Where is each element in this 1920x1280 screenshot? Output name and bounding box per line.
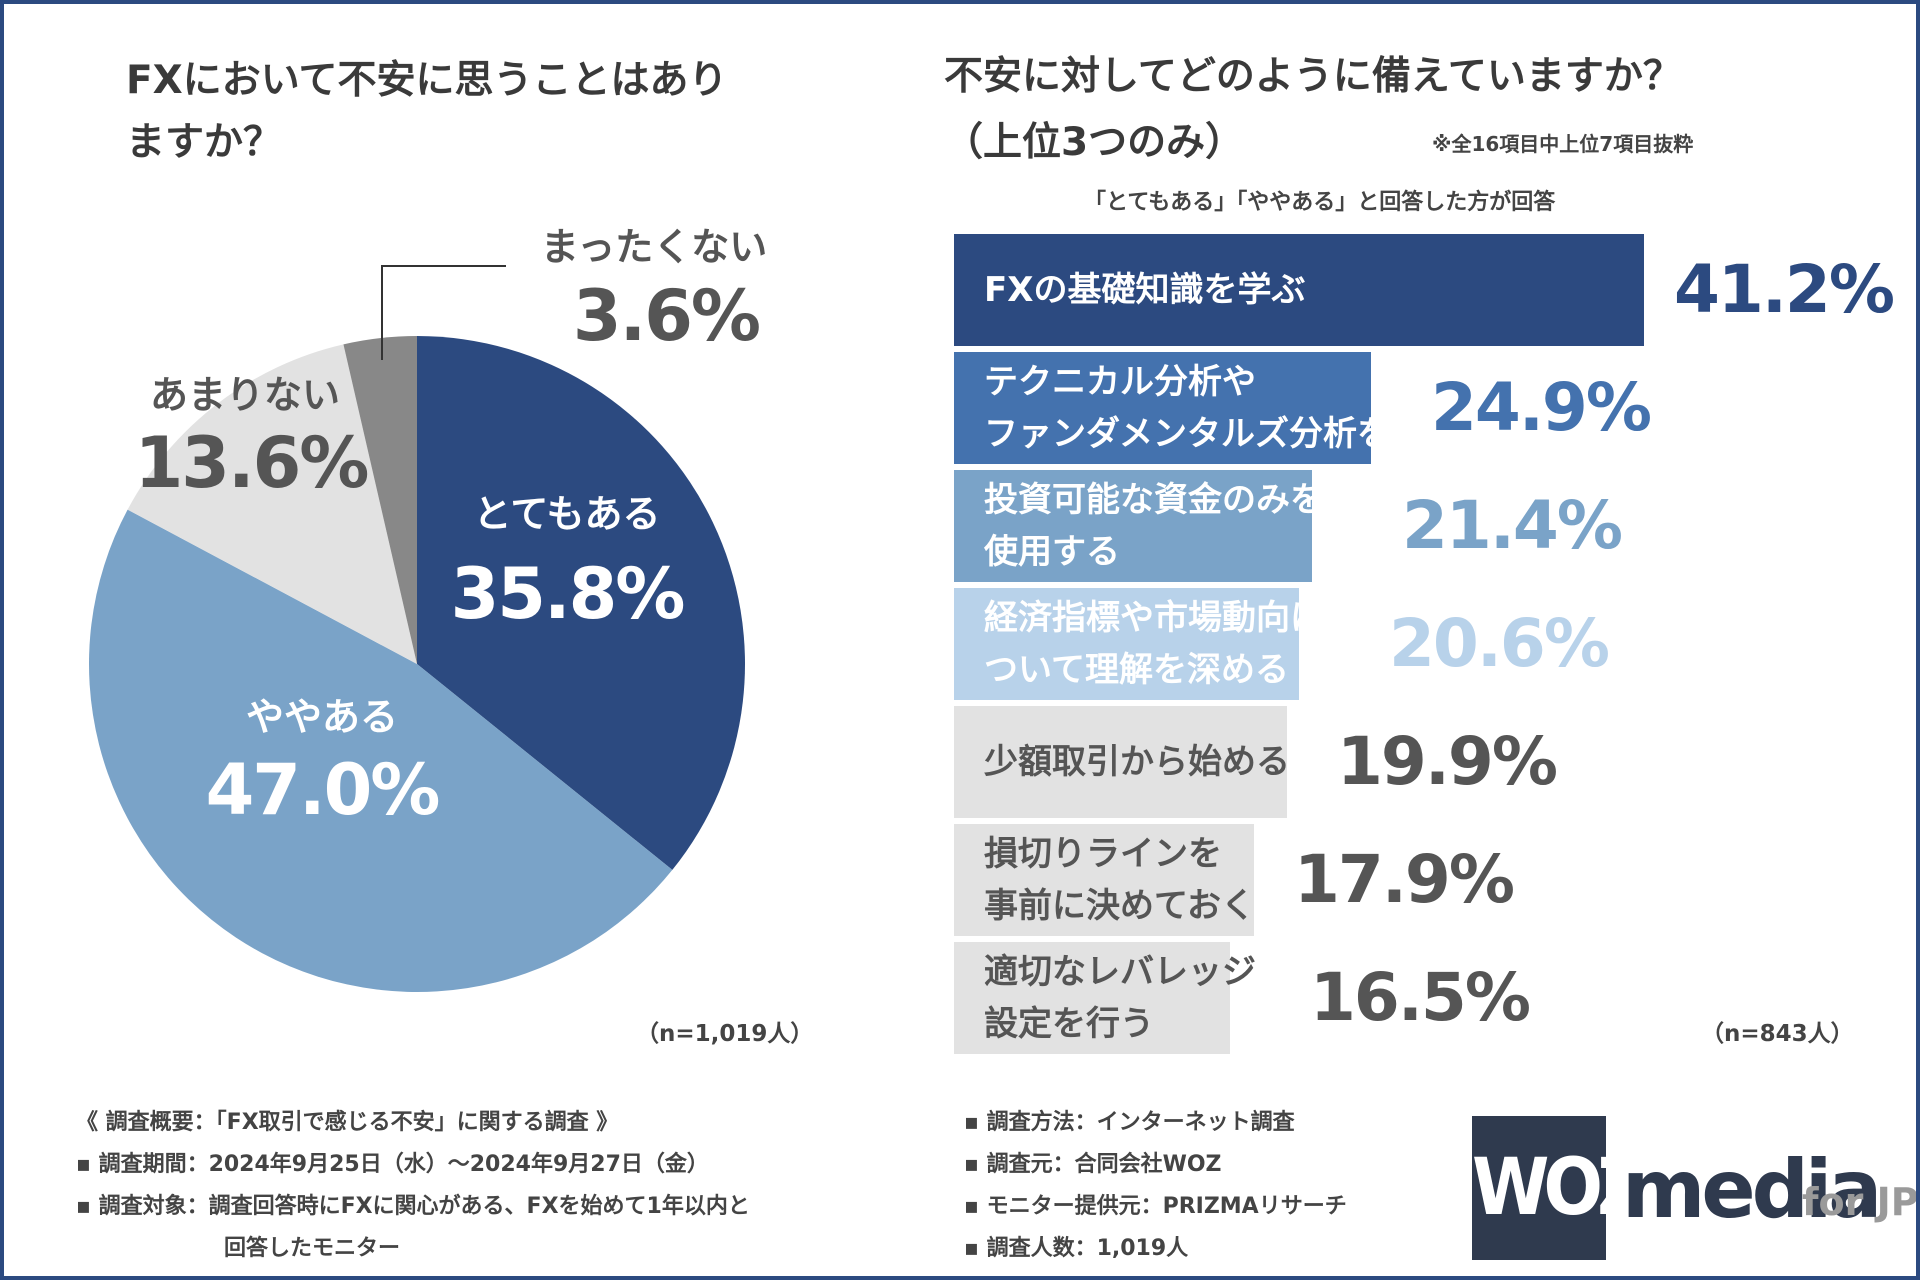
pie-chart: とてもある 35.8% ややある 47.0% あまりない 13.6% まったくない 3.6% bbox=[89, 225, 767, 992]
pie-slice-label-4: まったくない bbox=[541, 225, 767, 269]
bar-label-line: FXの基礎知識を学ぶ bbox=[984, 270, 1306, 310]
survey-method: ▪ 調査方法：インターネット調査 bbox=[964, 1110, 1295, 1135]
bar-label-line: 使用する bbox=[984, 532, 1120, 572]
bar-7 bbox=[954, 942, 1230, 1054]
bar-label-line: テクニカル分析や bbox=[984, 362, 1256, 402]
survey-overview-heading: 《 調査概要：「FX取引で感じる不安」に関する調査 》 bbox=[76, 1110, 619, 1135]
survey-target-continued: 回答したモニター bbox=[224, 1236, 401, 1261]
survey-period: ▪ 調査期間：2024年9月25日（水）～2024年9月27日（金） bbox=[76, 1152, 709, 1177]
bar-label-3: 投資可能な資金のみを 使用する bbox=[984, 470, 1324, 582]
bar-label-line: 設定を行う bbox=[984, 1004, 1154, 1044]
bar-1 bbox=[954, 234, 1644, 346]
bar-label-2: テクニカル分析やファンダメンタルズ分析を習得する bbox=[984, 352, 1527, 464]
bar-value-1: 41.2% bbox=[1674, 251, 1895, 328]
bar-label-line: ついて理解を深める bbox=[984, 650, 1289, 690]
pie-slice-4 bbox=[343, 336, 417, 664]
bar-value-7: 16.5% bbox=[1310, 959, 1531, 1036]
bar-value-2: 24.9% bbox=[1431, 369, 1652, 446]
bar-value-3: 21.4% bbox=[1402, 487, 1623, 564]
bar-label-line: 少額取引から始める bbox=[984, 742, 1290, 782]
bar-value-5: 19.9% bbox=[1337, 723, 1558, 800]
bar-label-line: ファンダメンタルズ分析を習得する bbox=[984, 414, 1527, 454]
bar-4 bbox=[954, 588, 1299, 700]
bar-chart-title-line2: （上位3つのみ） bbox=[944, 120, 1245, 165]
bar-label-line: 損切りラインを bbox=[984, 834, 1222, 874]
pie-slice-value-1: 35.8% bbox=[451, 553, 684, 635]
bar-label-6: 損切りラインを 事前に決めておく bbox=[984, 824, 1255, 936]
bar-label-7: 適切なレバレッジ 設定を行う bbox=[984, 942, 1256, 1054]
bar-6 bbox=[954, 824, 1254, 936]
pie-slice-1 bbox=[417, 336, 745, 870]
logo-for-jp-text: for JP bbox=[1802, 1180, 1919, 1224]
bar-label-4: 経済指標や市場動向に ついて理解を深める bbox=[984, 588, 1324, 700]
monitor-provider: ▪ モニター提供元：PRIZMAリサーチ bbox=[964, 1194, 1347, 1219]
pie-slice-2 bbox=[89, 509, 673, 992]
survey-source: ▪ 調査元：合同会社WOZ bbox=[964, 1152, 1222, 1177]
pie-slice-label-1: とてもある bbox=[474, 492, 661, 536]
pie-sample-size: （n=1,019人） bbox=[636, 1021, 814, 1047]
bar-label-1: FXの基礎知識を学ぶ bbox=[984, 234, 1305, 346]
bar-value-4: 20.6% bbox=[1389, 605, 1610, 682]
bar-label-line: 経済指標や市場動向に bbox=[984, 598, 1324, 638]
pie-slice-value-3: 13.6% bbox=[135, 422, 368, 504]
survey-overview-right: ▪ 調査方法：インターネット調査 ▪ 調査元：合同会社WOZ ▪ モニター提供元… bbox=[964, 1102, 1484, 1270]
pie-slice-label-2: ややある bbox=[246, 695, 398, 739]
logo-media-text: media bbox=[1622, 1143, 1882, 1236]
pie-slice-label-3: あまりない bbox=[150, 373, 340, 417]
survey-target: ▪ 調査対象：調査回答時にFXに関心がある、FXを始めて1年以内と bbox=[76, 1194, 750, 1219]
bar-label-5: 少額取引から始める bbox=[984, 706, 1290, 818]
pie-leader-line bbox=[381, 265, 506, 360]
bar-5 bbox=[954, 706, 1287, 818]
bar-label-line: 適切なレバレッジ bbox=[984, 952, 1256, 992]
bar-2 bbox=[954, 352, 1371, 464]
logo-woz-box: WOZ bbox=[1472, 1116, 1648, 1260]
bar-label-line: 投資可能な資金のみを bbox=[984, 480, 1324, 520]
pie-slice-value-4: 3.6% bbox=[573, 275, 759, 357]
bar-3 bbox=[954, 470, 1312, 582]
bar-chart-title-line1: 不安に対してどのように備えていますか？ bbox=[944, 54, 1682, 99]
survey-overview-left: 《 調査概要：「FX取引で感じる不安」に関する調査 》 ▪ 調査期間：2024年… bbox=[76, 1102, 936, 1270]
bar-chart-note: ※全16項目中上位7項目抜粋 bbox=[1432, 132, 1694, 156]
bar-label-line: 事前に決めておく bbox=[984, 886, 1255, 926]
bar-value-6: 17.9% bbox=[1294, 841, 1515, 918]
pie-chart-title: FXにおいて不安に思うことはありますか？ bbox=[126, 58, 728, 165]
bar-chart-subtitle: 「とてもある」「ややある」と回答した方が回答 bbox=[1084, 190, 1556, 215]
survey-respondents: ▪ 調査人数：1,019人 bbox=[964, 1236, 1189, 1261]
pie-slice-value-2: 47.0% bbox=[206, 749, 439, 831]
bar-sample-size: （n=843人） bbox=[1701, 1021, 1854, 1047]
pie-slice-3 bbox=[127, 344, 418, 664]
